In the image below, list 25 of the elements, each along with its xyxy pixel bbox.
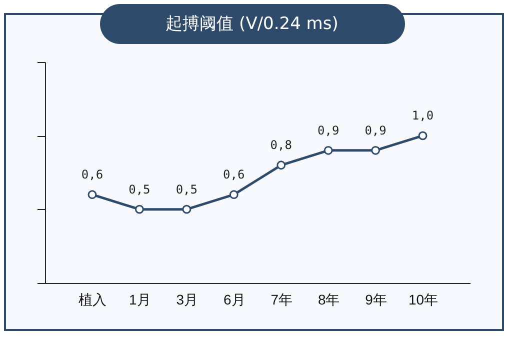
x-tick-label: 7年 [270, 292, 293, 308]
point [371, 146, 380, 155]
x-tick-label: 10年 [408, 292, 438, 308]
chart-title: 起搏阈值 (V/0.24 ms) [166, 14, 338, 34]
x-tick-label: 6月 [223, 292, 246, 308]
data-label: 0,6 [81, 168, 104, 182]
x-tick-label: 1月 [129, 292, 151, 308]
data-label: 0,9 [317, 123, 340, 138]
point [276, 160, 286, 170]
data-label: 0,5 [128, 182, 150, 196]
x-tick-label: 8年 [318, 292, 340, 308]
x-tick-label: 3月 [176, 292, 198, 308]
data-label: 0,8 [270, 138, 292, 152]
x-tick-label: 9年 [365, 292, 387, 308]
point [134, 204, 144, 214]
data-label: 0,5 [176, 182, 198, 196]
data-label: 0,9 [364, 123, 386, 138]
point [88, 190, 97, 200]
x-tick-label: 植入 [78, 292, 107, 308]
data-label: 0,6 [223, 168, 245, 182]
point [418, 131, 428, 140]
data-label: 1,0 [412, 108, 434, 123]
point [229, 190, 238, 200]
point [324, 146, 333, 155]
point [182, 204, 192, 214]
